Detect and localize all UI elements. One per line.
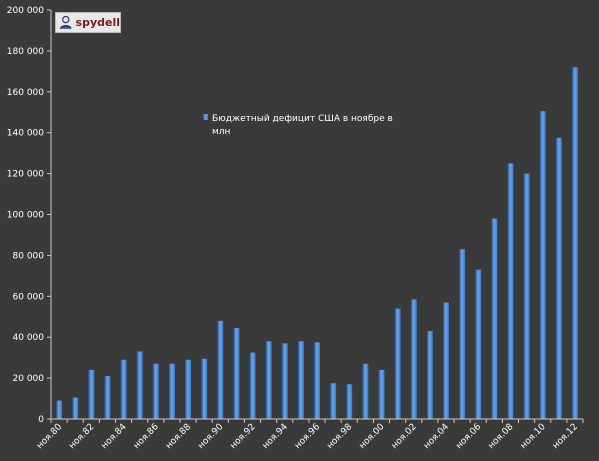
watermark-text: spydell <box>75 16 120 29</box>
bar-ноя.07 <box>491 218 498 419</box>
x-tick-label: ноя.96 <box>293 422 322 451</box>
y-tick-label: 20 000 <box>13 374 45 384</box>
x-tick-label: ноя.06 <box>454 422 483 451</box>
bar-ноя.87 <box>168 363 175 419</box>
bar-ноя.86 <box>152 363 159 419</box>
bar-ноя.80 <box>56 400 63 419</box>
legend-label: млн <box>212 127 231 137</box>
y-tick-label: 180 000 <box>7 47 44 57</box>
bar-ноя.88 <box>185 359 192 419</box>
bar-ноя.98 <box>346 384 353 419</box>
x-tick-label: ноя.86 <box>132 422 161 451</box>
x-tick-label: ноя.02 <box>390 422 419 451</box>
watermark-logo: spydell <box>55 12 121 33</box>
bar-ноя.95 <box>297 341 304 419</box>
legend: Бюджетный дефицит США в ноябре в млн <box>203 114 393 137</box>
x-tick-label: ноя.90 <box>196 422 225 451</box>
bar-ноя.00 <box>378 369 385 419</box>
axes-layer <box>47 9 584 423</box>
bar-ноя.99 <box>362 363 369 419</box>
y-tick-label: 200 000 <box>7 6 44 16</box>
y-tick-label: 60 000 <box>13 292 45 302</box>
bar-ноя.90 <box>217 320 224 419</box>
y-tick-label: 120 000 <box>7 170 44 180</box>
bar-ноя.03 <box>426 331 433 419</box>
x-tick-label: ноя.00 <box>358 422 387 451</box>
legend-swatch <box>203 114 208 120</box>
y-tick-labels: 0 20 000 40 000 60 000 80 000 100 000 120 000 1… <box>7 6 44 425</box>
legend-label: Бюджетный дефицит США в ноябре в <box>212 114 393 124</box>
user-icon <box>59 15 72 29</box>
bar-ноя.83 <box>104 376 111 419</box>
x-tick-label: ноя.84 <box>100 422 129 451</box>
bar-ноя.06 <box>475 269 482 419</box>
x-tick-label: ноя.94 <box>261 422 290 451</box>
x-tick-label: ноя.04 <box>422 422 451 451</box>
bar-ноя.91 <box>233 328 240 419</box>
bar-ноя.01 <box>394 308 401 419</box>
x-tick-label: ноя.08 <box>486 422 515 451</box>
bar-ноя.11 <box>555 137 562 419</box>
x-tick-label: ноя.92 <box>229 422 258 451</box>
y-tick-label: 80 000 <box>13 251 45 261</box>
bar-ноя.04 <box>442 302 449 419</box>
bar-ноя.96 <box>314 342 320 419</box>
x-tick-label: ноя.80 <box>35 422 64 451</box>
bar-ноя.94 <box>281 343 288 419</box>
bar-ноя.05 <box>459 249 466 419</box>
bar-ноя.09 <box>523 173 530 419</box>
y-tick-label: 160 000 <box>7 88 44 98</box>
x-tick-labels: ноя.80 ноя.82 ноя.84 ноя.86 ноя.88 ноя.90 ноя.… <box>35 422 580 451</box>
y-tick-label: 100 000 <box>7 211 44 221</box>
y-tick-label: 140 000 <box>7 129 44 139</box>
bar-ноя.85 <box>136 351 143 419</box>
x-tick-label: ноя.10 <box>519 422 548 451</box>
bar-ноя.08 <box>507 163 514 420</box>
bar-ноя.92 <box>249 352 256 419</box>
y-tick-label: 40 000 <box>13 333 45 343</box>
x-tick-label: ноя.12 <box>551 422 580 451</box>
bar-ноя.89 <box>201 358 208 419</box>
x-tick-label: ноя.82 <box>67 422 96 451</box>
x-tick-label: ноя.98 <box>325 422 354 451</box>
bar-ноя.84 <box>120 359 127 419</box>
bar-ноя.93 <box>265 341 272 419</box>
bars-layer <box>56 67 578 420</box>
bar-ноя.10 <box>539 111 546 419</box>
x-tick-label: ноя.88 <box>164 422 193 451</box>
y-tick-label: 0 <box>38 415 44 425</box>
bar-ноя.97 <box>330 383 337 419</box>
bar-ноя.02 <box>410 299 417 419</box>
bar-ноя.81 <box>72 397 79 419</box>
bar-ноя.82 <box>88 369 95 419</box>
bar-ноя.12 <box>571 67 578 419</box>
